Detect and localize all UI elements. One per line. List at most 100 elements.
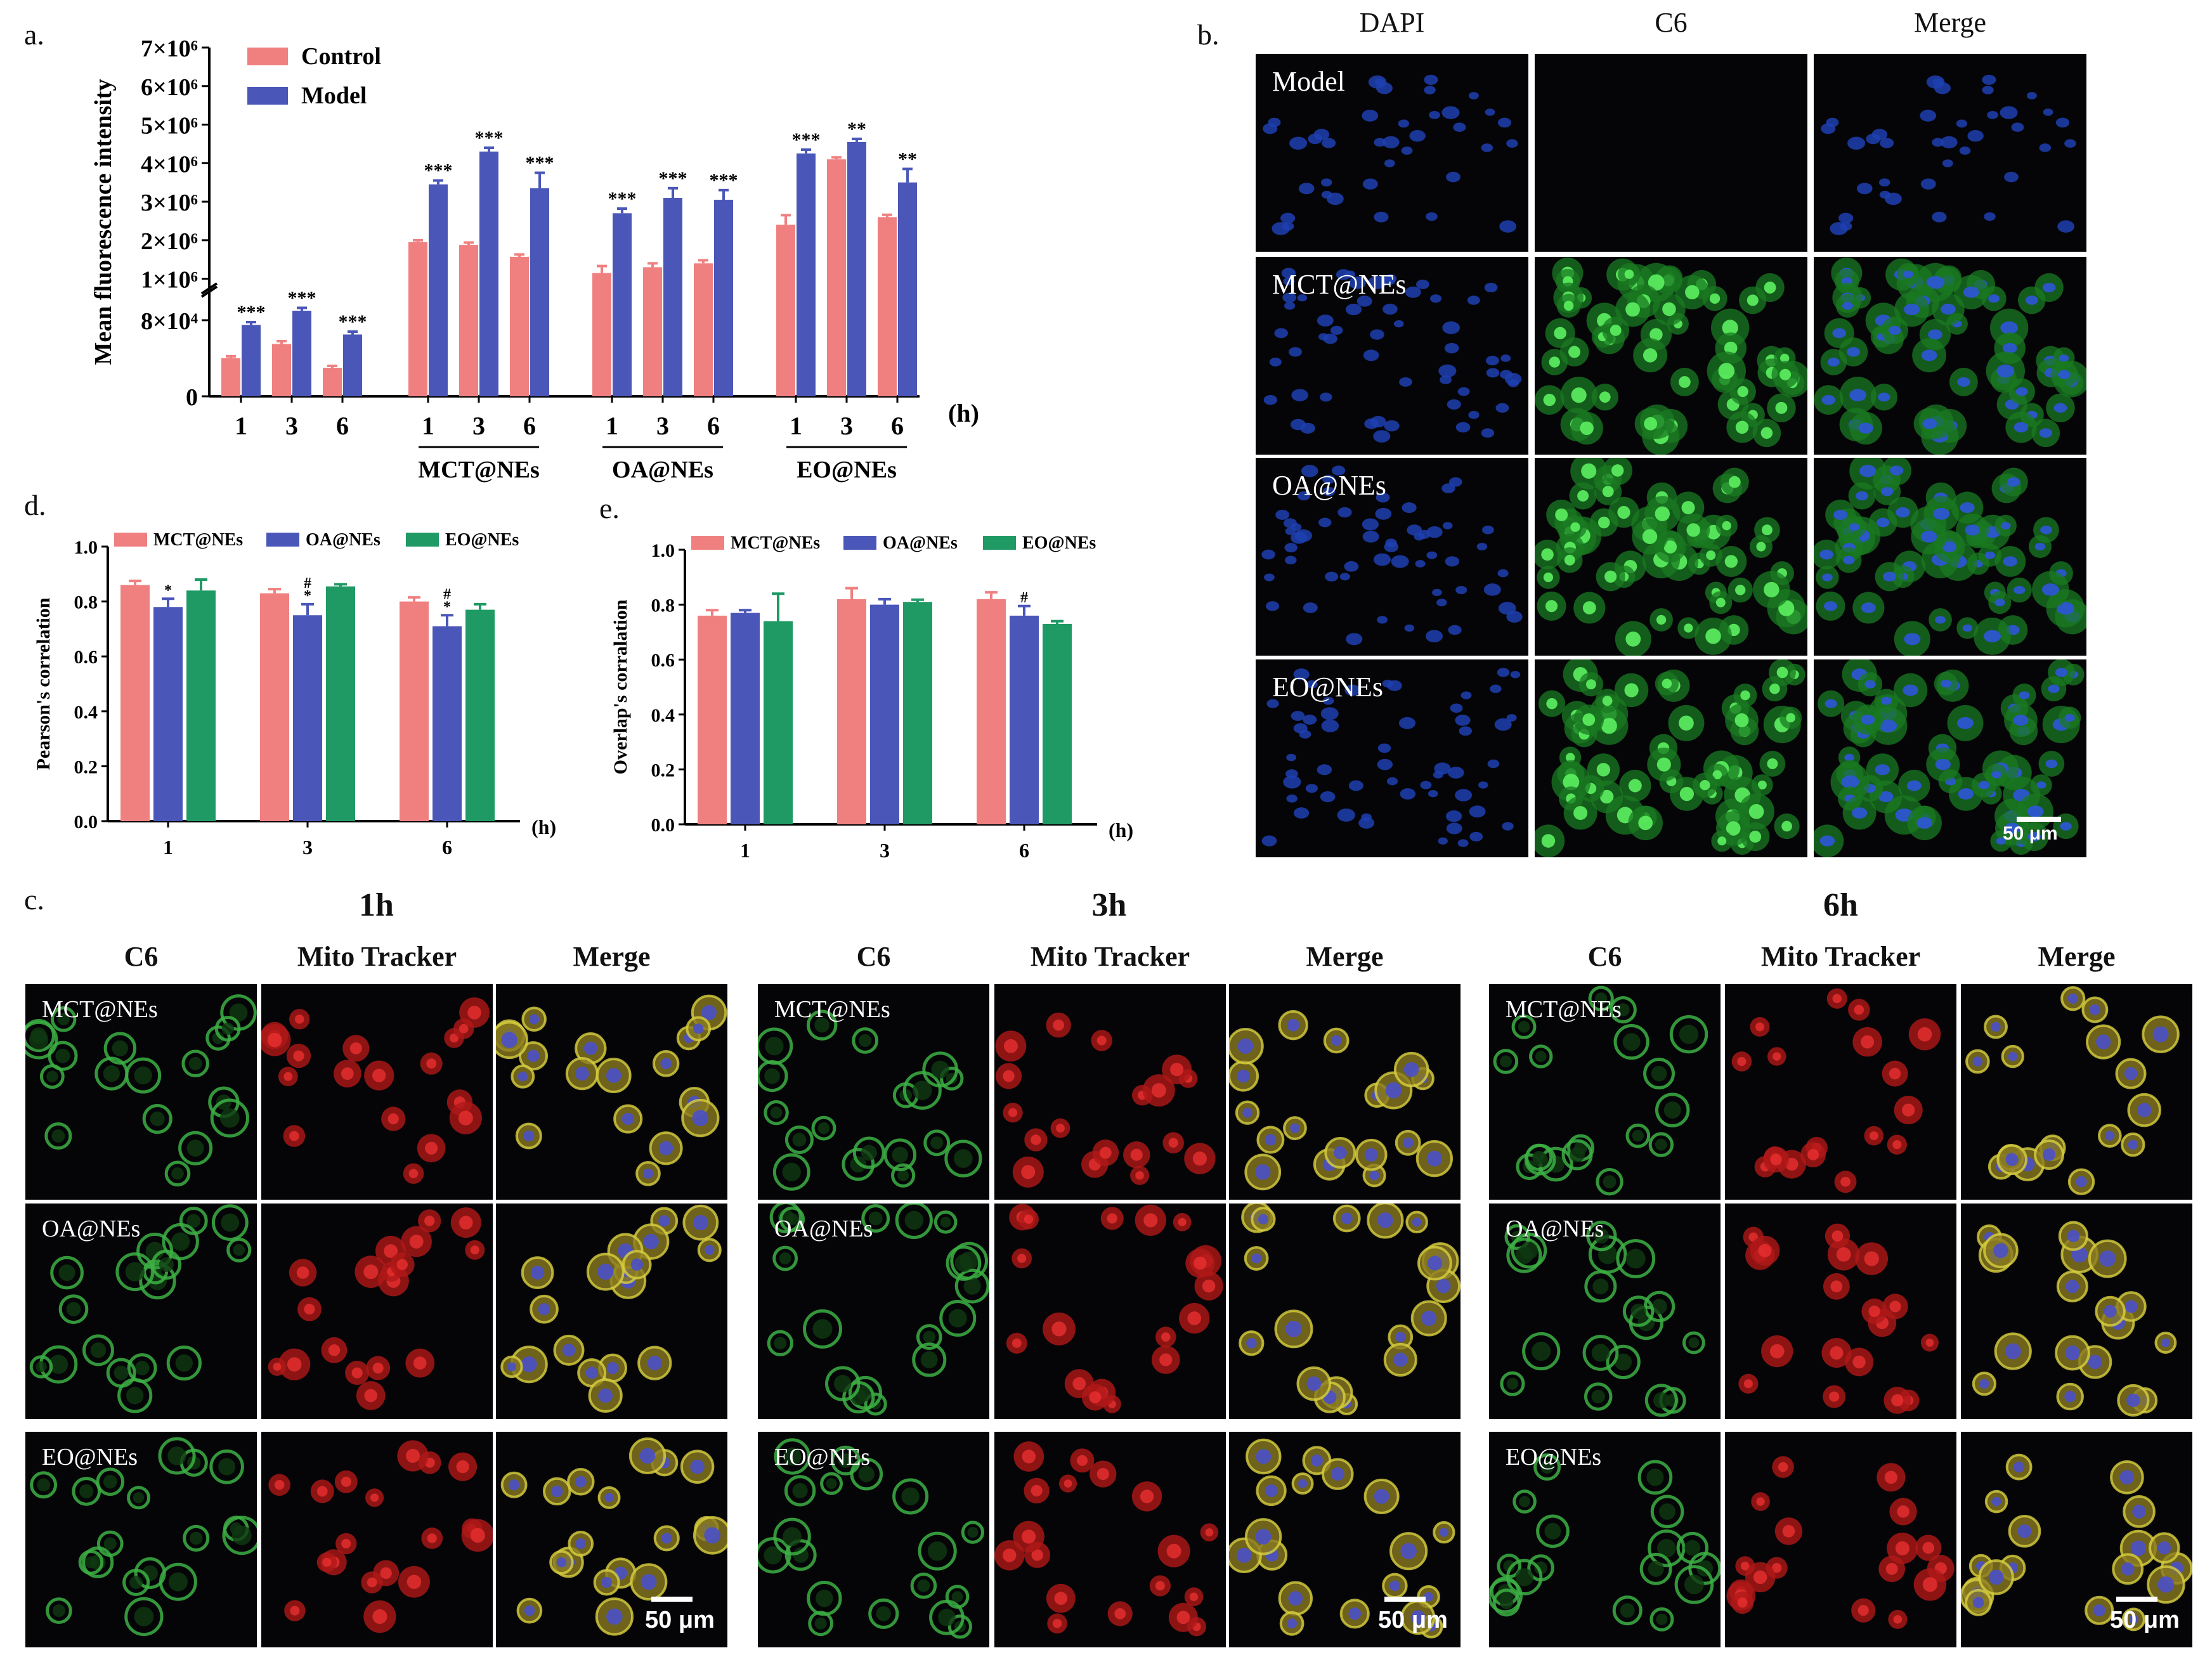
cell-nucleus [1382,303,1398,315]
cell-nucleus [1300,422,1315,434]
cell-outline [825,1366,861,1401]
cell-core [1769,1344,1785,1359]
legend-label: OA@NEs [306,530,381,550]
cell-outline [2056,1270,2088,1302]
cell-core [1893,1615,1903,1624]
cell-nucleus [1266,699,1279,708]
micrograph-image [995,1012,1216,1188]
cell-core [1773,1052,1781,1061]
micrograph-image [767,1204,989,1416]
timepoint-heading: 6h [1823,887,1858,923]
cell-outline [1536,1514,1570,1548]
column-header: Merge [1306,941,1384,972]
cell-outline [2147,1565,2185,1604]
cell-nucleus [1851,807,1868,819]
cell-interior [1684,1574,1704,1595]
cell-nucleus [2015,387,2028,396]
significance-mark: # [1020,590,1028,606]
cell-outline [46,1597,72,1624]
cell-core [1709,293,1721,304]
cell-core [380,1567,392,1580]
cell-core [459,1024,469,1034]
cell-nucleus [1405,286,1421,298]
cell-core [1869,1131,1878,1141]
cell-outline [50,1006,77,1032]
cell-interior [84,1556,97,1569]
cell-nucleus [1940,679,1951,688]
cell-nucleus [2039,428,2053,438]
cell-nucleus [1310,1454,1323,1467]
group-label: EO@NEs [797,457,897,483]
row-label: OA@NEs [42,1216,141,1242]
cell-core [341,1538,351,1548]
cell-nucleus [1942,542,1957,552]
cell-nucleus [1283,277,1295,286]
cell-outline [784,1126,814,1155]
x-tick-label: 1 [606,412,618,440]
cell-nucleus [692,1110,709,1126]
cell-nucleus [2000,106,2018,119]
cell-core [1597,516,1610,529]
x-tick-label: 3 [285,412,298,440]
bar [326,586,355,821]
cell-outline [1522,1332,1561,1371]
cell-nucleus [1291,523,1302,531]
micrograph-red [1725,1432,1956,1647]
significance-mark: *** [475,127,504,148]
cell-nucleus [2000,321,2018,334]
scale-bar [651,1597,693,1602]
bar [323,368,342,396]
cell-core [1649,328,1663,341]
cell-interior [1535,1051,1547,1062]
cell-nucleus [1821,394,1835,405]
cell-outline [521,1256,554,1289]
cell-nucleus [1251,1253,1262,1264]
cell-nucleus [1415,560,1426,568]
cell-nucleus [1499,220,1517,233]
cell-outline [773,1517,811,1556]
cell-core [1170,1063,1184,1077]
cell-outline [852,1136,885,1169]
cell-nucleus [1991,1022,2001,1032]
cell-core [1922,1541,1935,1554]
cell-outline [808,1611,833,1637]
cell-nucleus [1996,837,2006,845]
cell-interior [792,1483,808,1498]
cell-outline [1489,1578,1523,1614]
cell-core [1868,1305,1880,1318]
cell-nucleus [1384,159,1395,167]
cell-nucleus [1920,110,1937,122]
cell-core [1681,501,1695,515]
cell-core [1161,1332,1171,1342]
cell-outline [39,1064,65,1089]
cell-core [290,1606,300,1616]
cell-nucleus [1322,696,1334,705]
cell-nucleus [1920,530,1937,543]
cell-nucleus [693,1215,708,1231]
cell-nucleus [1928,329,1942,340]
cell-nucleus [1317,764,1332,775]
cell-outline [1323,1027,1350,1054]
cell-core [427,1533,437,1543]
cell-core [1012,1338,1022,1348]
cell-core [1599,391,1611,403]
cell-core [1786,713,1795,723]
cell-outline [653,1525,680,1552]
micrograph-green: OA@NEs [758,1204,989,1419]
cell-nucleus [1303,602,1318,613]
cell-core [1189,1592,1199,1601]
cell-outline [1978,1559,2014,1595]
cell-outline [2085,1595,2114,1625]
cell-nucleus [523,1130,535,1142]
cell-core [294,1015,304,1024]
cell-core [1737,1056,1747,1067]
cell-outline [1588,985,1614,1011]
cell-nucleus [527,1049,540,1062]
cell-outline [1622,1295,1655,1327]
micrograph-image [1814,257,2086,455]
micrograph-image [268,1207,485,1410]
cell-nucleus [1880,696,1892,705]
cell-core [1096,1035,1107,1046]
cell-nucleus [1306,680,1318,689]
cell-nucleus [1377,1212,1393,1228]
